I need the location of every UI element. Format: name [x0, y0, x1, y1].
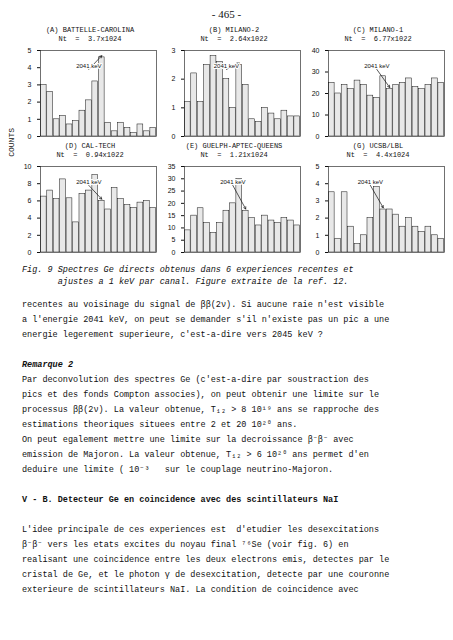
svg-text:2041 keV: 2041 keV	[220, 179, 245, 185]
svg-text:30: 30	[312, 68, 320, 75]
html-text:(G) UCSB/LBL: (G) UCSB/LBL	[352, 142, 404, 150]
html-text:- 465 -: - 465 -	[211, 8, 242, 20]
html-text:(E) GUELPH-APTEC-QUEENS: (E) GUELPH-APTEC-QUEENS	[185, 142, 283, 150]
svg-text:5: 5	[316, 163, 320, 170]
svg-text:2: 2	[316, 214, 320, 221]
html-text:Nt = 2.64x1022: Nt = 2.64x1022	[200, 35, 268, 43]
svg-text:2041 keV: 2041 keV	[358, 179, 383, 185]
svg-text:2: 2	[28, 98, 32, 105]
svg-text:3: 3	[172, 47, 176, 54]
svg-text:10: 10	[312, 111, 320, 118]
html-text:Fig. 9 Spectres Ge directs obt: Fig. 9 Spectres Ge directs obtenus dans …	[22, 265, 354, 275]
html-text:Nt = 4.4x1024: Nt = 4.4x1024	[346, 151, 410, 159]
html-text:L'idee principale de ces exper: L'idee principale de ces experiences est…	[22, 525, 380, 535]
html-text:On peut egalement mettre une l: On peut egalement mettre une limite sur …	[22, 435, 354, 445]
svg-text:10: 10	[24, 163, 32, 170]
svg-text:2: 2	[28, 232, 32, 239]
svg-text:40: 40	[312, 47, 320, 54]
svg-text:1: 1	[28, 116, 32, 123]
svg-text:0: 0	[172, 133, 176, 140]
svg-text:2041 keV: 2041 keV	[76, 179, 101, 185]
svg-text:2: 2	[172, 75, 176, 82]
html-text:Par deconvolution des spectres: Par deconvolution des spectres Ge (c'est…	[22, 375, 369, 385]
svg-text:30: 30	[168, 175, 176, 182]
svg-text:3: 3	[28, 81, 32, 88]
svg-text:2041 keV: 2041 keV	[364, 63, 389, 69]
html-text:Nt = 6.77x1022: Nt = 6.77x1022	[344, 35, 412, 43]
svg-text:0: 0	[28, 249, 32, 256]
html-text:a l'energie 2041 keV, on peut: a l'energie 2041 keV, on peut se demande…	[22, 315, 390, 325]
html-text:(A) BATTELLE-CAROLINA: (A) BATTELLE-CAROLINA	[45, 26, 135, 34]
html-text:Nt = 1.21x1024: Nt = 1.21x1024	[200, 151, 268, 159]
svg-text:6: 6	[28, 197, 32, 204]
html-text:exterieure de scintillateurs N: exterieure de scintillateurs NaI. La con…	[22, 585, 359, 595]
svg-text:8: 8	[28, 180, 32, 187]
html-text:(D) CAL-TECH: (D) CAL-TECH	[64, 142, 116, 150]
html-text:Remarque 2: Remarque 2	[22, 360, 73, 370]
svg-text:20: 20	[168, 200, 176, 207]
html-text:V - B. Detecteur Ge en coincid: V - B. Detecteur Ge en coincidence avec …	[22, 495, 339, 505]
html-text:COUNTS: COUNTS	[6, 127, 16, 157]
svg-text:10: 10	[168, 224, 176, 231]
html-text:Nt = 0.94x1022: Nt = 0.94x1022	[56, 151, 124, 159]
html-text:Nt = 3.7x1024: Nt = 3.7x1024	[58, 35, 122, 43]
svg-text:4: 4	[28, 214, 32, 221]
html-text:pics et des fonds Compton asso: pics et des fonds Compton associes), on …	[22, 390, 380, 400]
svg-text:2041 keV: 2041 keV	[76, 63, 101, 69]
svg-text:35: 35	[168, 163, 176, 170]
html-text:energie legerement superieure,: energie legerement superieure, c'est-a-d…	[22, 330, 323, 340]
svg-text:5: 5	[172, 236, 176, 243]
svg-text:0: 0	[316, 249, 320, 256]
svg-text:20: 20	[312, 90, 320, 97]
svg-text:0: 0	[316, 133, 320, 140]
html-text:realisant une coincidence entr: realisant une coincidence entre les deux…	[22, 555, 390, 565]
svg-text:25: 25	[168, 187, 176, 194]
svg-text:0: 0	[172, 249, 176, 256]
svg-text:0: 0	[28, 133, 32, 140]
html-text:emission de Majoron. La valeur: emission de Majoron. La valeur obtenue, …	[22, 450, 369, 460]
html-text:(B) MILANO-2: (B) MILANO-2	[208, 26, 260, 34]
svg-text:2041 keV: 2041 keV	[214, 63, 239, 69]
html-text:ajustes a 1 keV par canal. Fig: ajustes a 1 keV par canal. Figure extrai…	[22, 277, 349, 287]
svg-text:5: 5	[28, 47, 32, 54]
svg-text:1: 1	[316, 232, 320, 239]
svg-text:1: 1	[172, 104, 176, 111]
svg-text:4: 4	[28, 64, 32, 71]
svg-text:15: 15	[168, 212, 176, 219]
svg-text:4: 4	[316, 180, 320, 187]
html-text:deduire une limite ( 10⁻³ sur: deduire une limite ( 10⁻³ sur le couplag…	[22, 465, 334, 475]
html-text:(C) MILANO-1: (C) MILANO-1	[352, 26, 404, 34]
html-text:cristal de Ge, et le photon γ: cristal de Ge, et le photon γ de desexci…	[22, 570, 390, 580]
html-text:β⁻β⁻ vers les etats excites du: β⁻β⁻ vers les etats excites du noyau fin…	[22, 540, 349, 550]
html-text:recentes au voisinage du signa: recentes au voisinage du signal de ββ(2ν…	[22, 300, 385, 310]
svg-text:3: 3	[316, 197, 320, 204]
html-text:processus ββ(2ν). La valeur ob: processus ββ(2ν). La valeur obtenue, T₁₂…	[22, 405, 380, 415]
html-text:estimations theoriques situees: estimations theoriques situees entre 2 e…	[22, 420, 298, 430]
